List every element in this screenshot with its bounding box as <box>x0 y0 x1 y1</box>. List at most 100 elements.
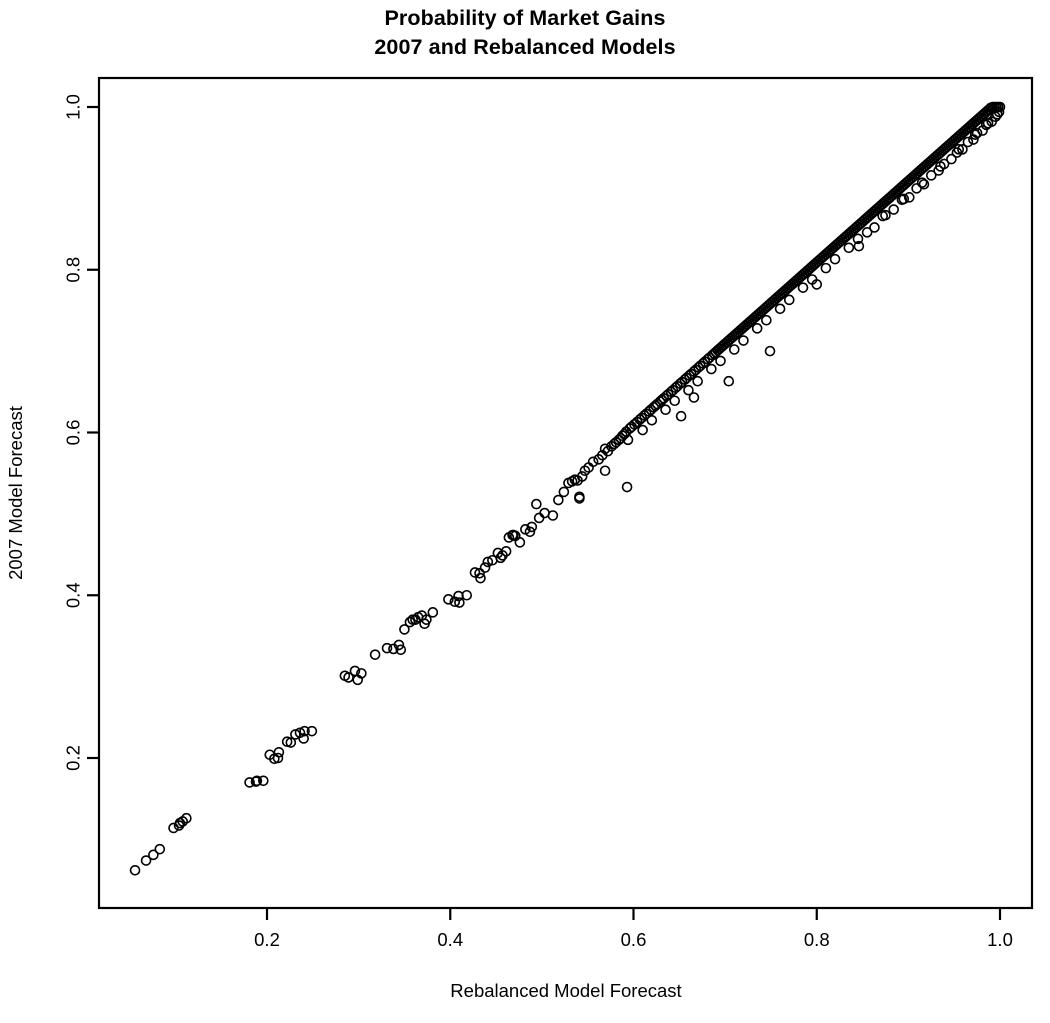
data-point <box>272 752 284 764</box>
x-tick-label-3: 0.8 <box>804 929 830 950</box>
data-point <box>852 233 864 245</box>
y-axis-title: 2007 Model Forecast <box>5 406 26 580</box>
data-point <box>558 486 570 498</box>
data-point <box>946 153 957 165</box>
data-point <box>715 355 726 367</box>
y-tick-label-2: 0.6 <box>63 420 84 446</box>
plot-frame <box>97 76 1034 910</box>
data-point <box>369 649 381 660</box>
data-point <box>969 129 981 140</box>
data-point <box>299 725 310 737</box>
data-point <box>723 375 735 387</box>
data-point <box>474 567 485 579</box>
data-point <box>427 607 439 618</box>
data-point <box>761 314 772 326</box>
data-point <box>853 240 865 252</box>
data-point <box>514 537 526 548</box>
data-point <box>168 822 179 834</box>
data-point <box>898 193 910 205</box>
data-point <box>258 775 269 787</box>
data-point <box>820 262 832 274</box>
data-point <box>576 471 588 482</box>
x-axis-ticks: 0.2 0.4 0.6 0.8 1.0 <box>254 908 1013 950</box>
data-point <box>495 552 506 564</box>
data-point <box>621 481 633 493</box>
data-point <box>869 222 880 233</box>
data-point <box>290 729 301 740</box>
data-point <box>531 498 542 510</box>
data-point <box>991 109 1003 120</box>
chart-title: Probability of Market Gains 2007 and Reb… <box>0 4 1050 62</box>
data-point <box>683 384 694 396</box>
data-point <box>646 414 658 426</box>
data-point <box>774 303 786 315</box>
data-point <box>352 674 364 686</box>
data-point <box>181 812 192 824</box>
data-point <box>980 119 992 131</box>
chart-title-line-2: 2007 and Rebalanced Models <box>374 35 676 59</box>
data-point <box>285 737 297 748</box>
data-point <box>797 282 809 293</box>
data-point <box>419 618 430 630</box>
data-point <box>140 855 152 866</box>
data-point <box>861 227 873 238</box>
y-tick-label-3: 0.8 <box>63 257 84 283</box>
data-point <box>404 616 416 628</box>
data-point <box>751 323 763 334</box>
data-point <box>925 170 937 181</box>
x-tick-label-1: 0.4 <box>437 929 463 950</box>
data-point <box>306 725 318 737</box>
data-point <box>129 864 141 876</box>
data-point <box>903 192 915 203</box>
data-point <box>888 204 900 215</box>
data-point <box>244 777 255 788</box>
data-point <box>916 177 928 188</box>
x-tick-label-2: 0.6 <box>621 929 647 950</box>
data-point <box>251 775 263 787</box>
data-point <box>688 392 700 403</box>
data-point <box>154 843 166 855</box>
data-point <box>298 733 309 744</box>
data-point <box>381 642 393 654</box>
data-points-layer <box>129 101 1006 876</box>
data-point <box>982 117 994 129</box>
data-point <box>599 465 611 477</box>
data-point <box>764 345 776 357</box>
data-point <box>911 183 922 194</box>
data-point <box>738 335 749 346</box>
y-tick-label-1: 0.4 <box>63 582 84 608</box>
data-point <box>660 404 671 416</box>
x-axis-title: Rebalanced Model Forecast <box>450 980 681 1001</box>
data-point <box>475 572 486 584</box>
data-point <box>533 512 545 524</box>
data-point <box>843 242 855 254</box>
data-point <box>706 363 717 375</box>
data-point <box>880 209 891 221</box>
data-point <box>622 434 634 446</box>
data-point <box>962 136 974 148</box>
data-point <box>935 161 946 172</box>
data-point <box>692 375 703 387</box>
data-point <box>829 253 841 265</box>
data-point <box>500 546 512 557</box>
data-point <box>675 410 687 422</box>
data-point <box>728 344 740 355</box>
y-tick-label-4: 1.0 <box>63 94 84 120</box>
data-point <box>553 494 564 506</box>
data-point <box>443 594 454 605</box>
data-point <box>957 144 968 155</box>
chart-title-line-1: Probability of Market Gains <box>384 6 666 30</box>
data-point <box>547 510 559 521</box>
data-point <box>393 639 405 651</box>
data-point <box>482 556 494 568</box>
data-point <box>806 274 818 285</box>
data-point <box>783 294 795 306</box>
data-point <box>454 597 465 608</box>
data-point <box>399 624 410 635</box>
data-point <box>479 562 491 573</box>
data-point <box>587 456 599 468</box>
data-point <box>524 526 536 538</box>
data-point <box>669 395 681 407</box>
